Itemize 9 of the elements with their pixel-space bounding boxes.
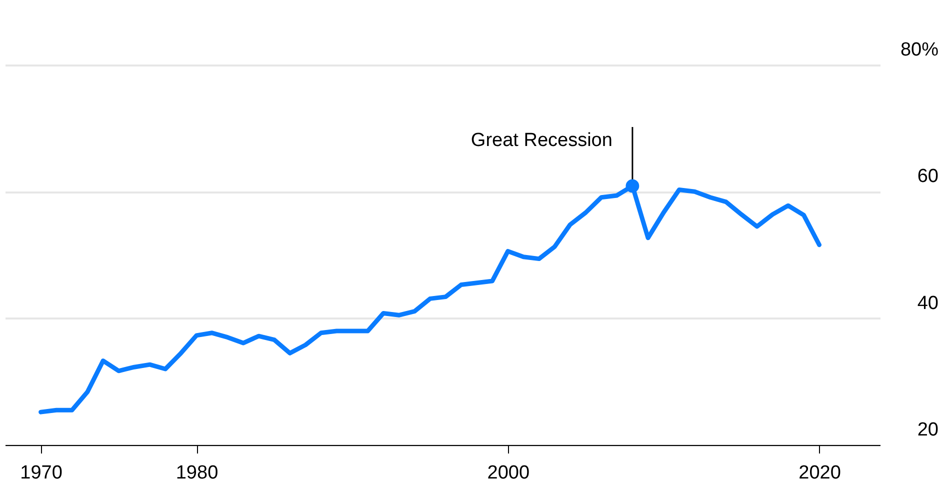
y-tick-label: 60 [917, 166, 938, 188]
y-tick-label: 80% [900, 40, 939, 60]
x-tick-label: 1970 [20, 462, 62, 484]
x-tick-label: 1980 [176, 462, 218, 484]
x-tick-label: 2020 [798, 462, 841, 484]
annotation: Great Recession [470, 130, 612, 151]
x-tick-label: 2000 [487, 462, 530, 484]
y-tick-label: 40 [917, 292, 938, 314]
y-tick-label: 20 [917, 420, 938, 440]
